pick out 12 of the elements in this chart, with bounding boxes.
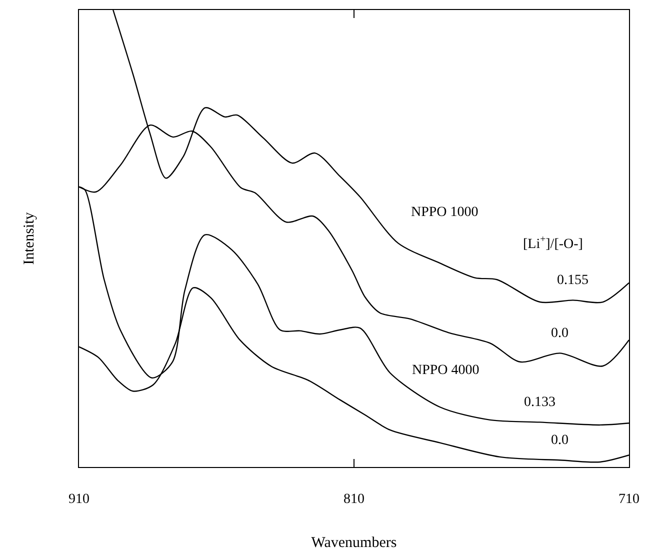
- x-tick-label: 910: [68, 492, 90, 507]
- annotation: NPPO 4000: [412, 363, 480, 378]
- y-axis-title: Intensity: [21, 212, 38, 265]
- series-label: 0.0: [551, 326, 568, 341]
- x-tick-label: 710: [618, 492, 640, 507]
- x-tick-label: 810: [344, 492, 364, 507]
- annotation: NPPO 1000: [411, 205, 478, 220]
- x-axis-title: Wavenumbers: [311, 534, 397, 551]
- series-label: 0.133: [524, 395, 556, 410]
- annotation: [Li$^{+}$]/[-O-]: [523, 234, 583, 252]
- series-label: 0.0: [551, 433, 568, 448]
- series-label: 0.155: [557, 273, 588, 288]
